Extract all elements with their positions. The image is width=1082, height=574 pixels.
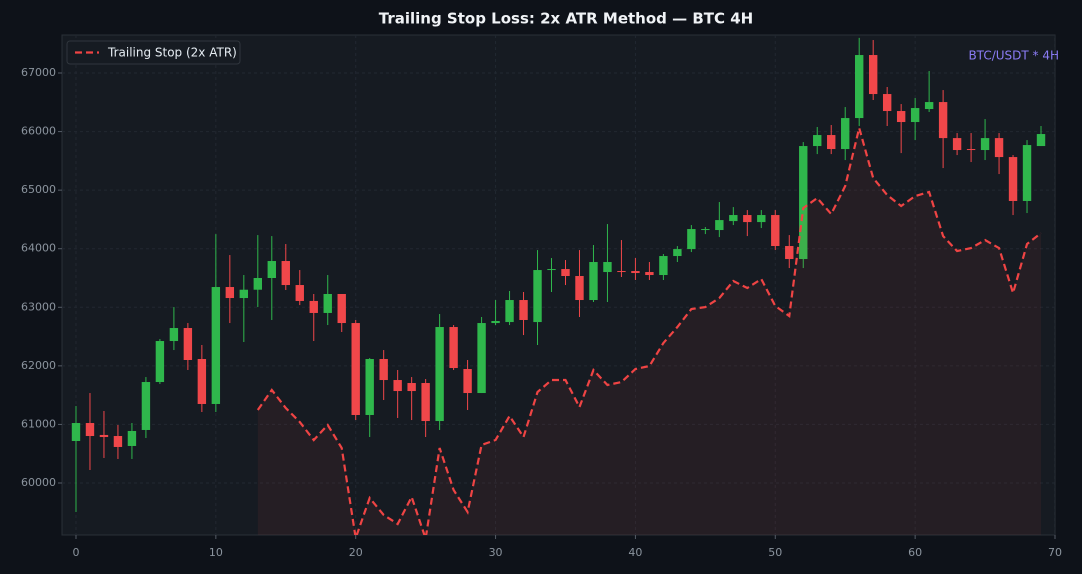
- trailing-stop-area: [257, 128, 1042, 535]
- y-tick-label: 61000: [21, 417, 56, 430]
- candle-body: [813, 135, 822, 147]
- y-tick-label: 64000: [21, 242, 56, 255]
- annotation: BTC/USDT * 4H: [968, 49, 1059, 63]
- candle-body: [491, 320, 500, 324]
- candle-body: [617, 271, 626, 273]
- candle-body: [855, 55, 864, 119]
- candle-body: [575, 276, 584, 301]
- chart-title: Trailing Stop Loss: 2x ATR Method — BTC …: [379, 10, 753, 28]
- candle-body: [561, 269, 570, 277]
- candle-body: [729, 215, 738, 222]
- candle-body: [631, 271, 640, 274]
- candle-body: [127, 430, 137, 446]
- candle-body: [449, 327, 458, 369]
- candle-body: [99, 434, 109, 438]
- candle-body: [882, 94, 892, 112]
- candle-body: [938, 102, 948, 139]
- candle-body: [952, 138, 962, 151]
- candle-body: [267, 261, 276, 279]
- candle-body: [1022, 145, 1032, 201]
- candle-body: [337, 293, 346, 324]
- candle-body: [169, 328, 179, 342]
- y-tick-label: 67000: [21, 66, 56, 79]
- candle-body: [295, 285, 304, 301]
- candle-body: [799, 146, 808, 260]
- candle-body: [743, 215, 752, 223]
- candle-body: [910, 108, 920, 123]
- candle-body: [771, 215, 780, 247]
- candle-body: [645, 272, 654, 276]
- candle-body: [309, 300, 318, 313]
- candle-body: [393, 380, 402, 392]
- candle-body: [505, 300, 514, 323]
- candle-body: [1008, 157, 1018, 201]
- candle-body: [477, 323, 486, 394]
- x-tick-label: 0: [72, 546, 79, 559]
- candle-body: [253, 278, 262, 290]
- candle-body: [841, 118, 850, 150]
- candle-body: [673, 249, 682, 257]
- y-tick-label: 63000: [21, 300, 56, 313]
- candle-body: [547, 269, 556, 271]
- candle-body: [463, 369, 472, 394]
- legend-label: Trailing Stop (2x ATR): [107, 46, 237, 60]
- candle-body: [239, 289, 249, 299]
- candle-body: [407, 383, 416, 392]
- x-tick-label: 60: [908, 546, 922, 559]
- candle-body: [603, 262, 612, 273]
- candle-body: [85, 423, 95, 437]
- candle-body: [113, 436, 123, 447]
- x-tick-label: 70: [1048, 546, 1062, 559]
- candle-body: [659, 256, 668, 276]
- plot-layer: [62, 35, 1055, 535]
- candle-body: [533, 270, 542, 323]
- candle-body: [980, 138, 990, 151]
- candle-body: [197, 359, 207, 404]
- y-tick-label: 65000: [21, 183, 56, 196]
- candle-body: [966, 149, 976, 151]
- candle-body: [994, 138, 1004, 158]
- x-tick-label: 40: [628, 546, 642, 559]
- candle-body: [71, 423, 81, 441]
- candle-body: [896, 111, 906, 123]
- candle-body: [225, 287, 235, 299]
- candle-body: [365, 359, 374, 415]
- x-tick-label: 10: [209, 546, 223, 559]
- candle-body: [924, 102, 934, 110]
- candle-body: [827, 135, 836, 150]
- legend-box: [66, 40, 241, 65]
- candle-body: [868, 55, 878, 95]
- candle-body: [211, 287, 221, 404]
- y-tick-label: 62000: [21, 359, 56, 372]
- candle-body: [351, 323, 360, 415]
- candle-body: [323, 293, 332, 313]
- candle-body: [141, 382, 151, 430]
- candle-body: [757, 215, 766, 223]
- candle-body: [183, 328, 193, 360]
- candle-body: [379, 359, 388, 381]
- candle-body: [435, 327, 444, 422]
- candle-body: [589, 262, 598, 301]
- trailing-stop-line: [256, 123, 1042, 535]
- candle-body: [421, 383, 430, 422]
- candle-body: [785, 246, 794, 260]
- candle-body: [701, 229, 710, 231]
- candle-body: [281, 261, 290, 286]
- candle-body: [1036, 134, 1046, 147]
- x-tick-label: 20: [349, 546, 363, 559]
- candle-body: [155, 341, 165, 383]
- candle-body: [519, 300, 528, 320]
- x-tick-label: 50: [768, 546, 782, 559]
- plot-area: [61, 34, 1056, 536]
- y-tick-label: 66000: [21, 125, 56, 138]
- x-tick-label: 30: [489, 546, 503, 559]
- candle-body: [715, 220, 724, 231]
- candle-body: [687, 229, 696, 250]
- y-tick-label: 60000: [21, 476, 56, 489]
